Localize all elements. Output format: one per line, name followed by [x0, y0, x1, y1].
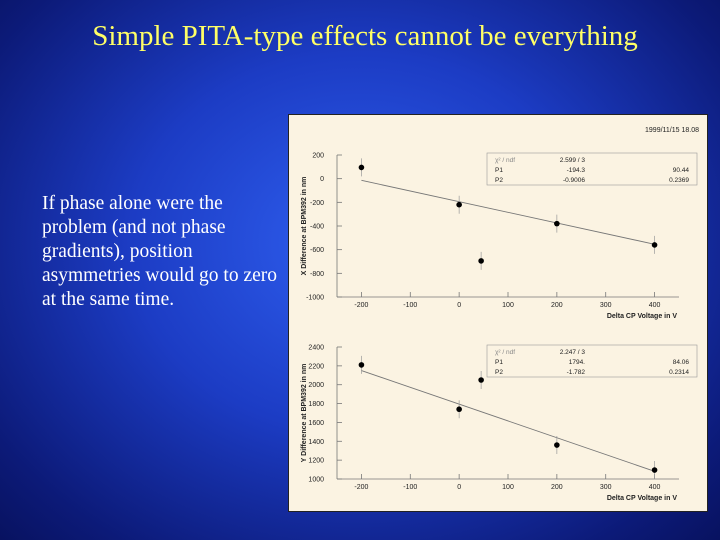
slide-title: Simple PITA-type effects cannot be every…	[92, 20, 638, 52]
y-axis-label: Y Difference at BPM392 in nm	[301, 364, 308, 463]
stats-value: -1.782	[567, 369, 586, 376]
stats-error: 0.2369	[669, 177, 689, 184]
x-tick-label: -200	[354, 484, 368, 491]
x-tick-label: -100	[403, 484, 417, 491]
x-tick-label: 300	[600, 484, 612, 491]
y-tick-label: 1000	[308, 477, 324, 484]
fit-line	[361, 179, 655, 245]
y-tick-label: 1400	[308, 439, 324, 446]
stats-label: P1	[495, 167, 503, 174]
x-axis-label: Delta CP Voltage in V	[607, 313, 677, 320]
data-point	[478, 377, 484, 383]
stats-value: 1794.	[569, 359, 585, 366]
y-tick-label: -400	[310, 224, 324, 231]
data-point	[478, 258, 484, 264]
stats-label: P1	[495, 359, 503, 366]
y-tick-label: 2200	[308, 363, 324, 370]
y-tick-label: 1600	[308, 420, 324, 427]
x-tick-label: 100	[502, 302, 514, 309]
stats-box	[486, 152, 698, 186]
x-axis-label: Delta CP Voltage in V	[607, 495, 677, 502]
y-tick-label: 1800	[308, 401, 324, 408]
x-tick-label: 0	[457, 302, 461, 309]
data-point	[358, 164, 365, 171]
stats-value: 2.599 / 3	[560, 157, 586, 164]
y-tick-label: -800	[310, 271, 324, 278]
x-tick-label: -100	[403, 302, 417, 309]
plots-svg: 1999/11/15 18.082000-200-400-600-800-100…	[301, 127, 699, 502]
stats-value: -194.3	[567, 167, 586, 174]
stats-error: 90.44	[673, 167, 690, 174]
data-point	[554, 220, 560, 227]
stats-label: P2	[495, 369, 503, 376]
slide-body-text: If phase alone were the problem (and not…	[42, 193, 278, 310]
y-tick-label: 1200	[308, 458, 324, 465]
data-point	[358, 362, 365, 368]
data-point	[651, 467, 658, 473]
fit-line	[361, 370, 655, 472]
x-tick-label: 200	[551, 302, 563, 309]
y-tick-label: -600	[310, 247, 324, 254]
y-tick-label: 2400	[308, 345, 324, 352]
stats-label: P2	[495, 177, 503, 184]
data-point	[456, 406, 462, 413]
x-tick-label: -200	[354, 302, 368, 309]
y-tick-label: -1000	[306, 295, 324, 302]
x-tick-label: 400	[649, 484, 661, 491]
y-tick-label: -200	[310, 200, 324, 207]
data-point	[554, 442, 560, 448]
stats-error: 0.2314	[669, 369, 689, 376]
timestamp: 1999/11/15 18.08	[645, 127, 699, 134]
x-tick-label: 200	[551, 484, 563, 491]
x-tick-label: 400	[649, 302, 661, 309]
data-point	[456, 201, 462, 208]
y-tick-label: 200	[312, 153, 324, 160]
stats-label: χ² / ndf	[495, 349, 515, 356]
y-axis-label: X Difference at BPM392 in nm	[301, 177, 308, 276]
x-tick-label: 0	[457, 484, 461, 491]
stats-error: 84.06	[673, 359, 690, 366]
stats-value: -0.9006	[563, 177, 585, 184]
stats-value: 2.247 / 3	[560, 349, 586, 356]
data-point	[651, 242, 658, 248]
stats-label: χ² / ndf	[495, 157, 515, 164]
y-tick-label: 2000	[308, 382, 324, 389]
stats-box	[486, 344, 698, 378]
x-tick-label: 100	[502, 484, 514, 491]
y-tick-label: 0	[320, 176, 324, 183]
plot-panel: 1999/11/15 18.08 200 0 -200 -400 -600 -800 -100…	[288, 114, 708, 512]
x-tick-label: 300	[600, 302, 612, 309]
